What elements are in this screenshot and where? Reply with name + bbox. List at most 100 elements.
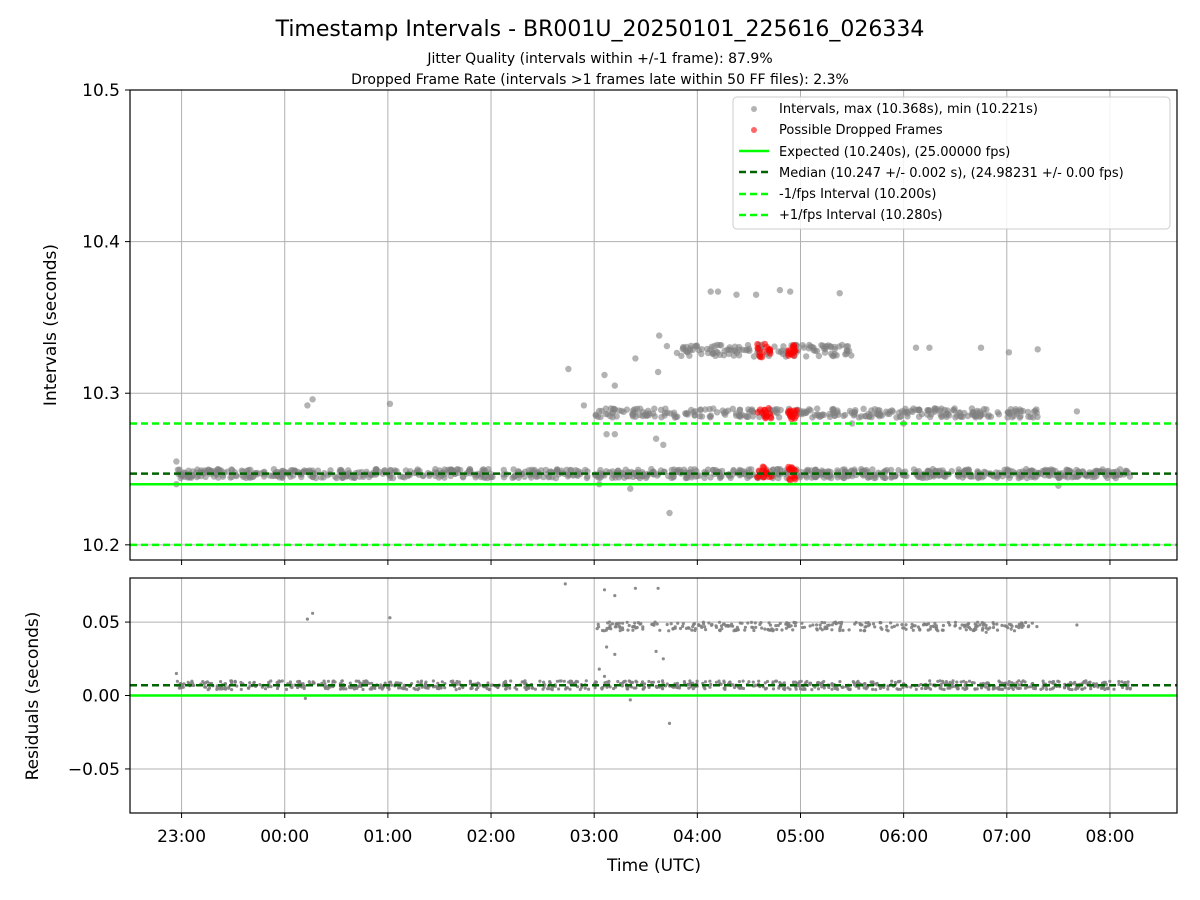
residuals-point bbox=[681, 624, 685, 629]
residuals-point bbox=[999, 687, 1004, 691]
residuals-point bbox=[725, 623, 729, 628]
intervals-point bbox=[706, 413, 713, 420]
intervals-point bbox=[540, 473, 547, 481]
intervals-outlier-point bbox=[926, 344, 933, 351]
intervals-point bbox=[1103, 468, 1110, 475]
dropped-frame-point bbox=[791, 348, 798, 356]
intervals-outlier-point bbox=[1005, 349, 1013, 356]
x-tick-label-2: 01:00 bbox=[363, 827, 412, 847]
intervals-point bbox=[593, 473, 601, 480]
intervals-outlier-point bbox=[848, 420, 856, 427]
residuals-point bbox=[651, 680, 656, 684]
intervals-point bbox=[800, 408, 807, 415]
residuals-point bbox=[469, 686, 473, 690]
residuals-point bbox=[827, 623, 831, 627]
intervals-point bbox=[602, 405, 610, 412]
intervals-point bbox=[691, 412, 698, 419]
residuals-point bbox=[177, 686, 181, 690]
intervals-point bbox=[720, 352, 728, 359]
x-tick-label-1: 00:00 bbox=[260, 827, 309, 847]
residuals-point bbox=[425, 686, 429, 690]
residuals-point bbox=[655, 622, 659, 626]
residuals-point bbox=[730, 622, 734, 626]
residuals-point bbox=[896, 687, 900, 692]
dropped-frame-point bbox=[760, 473, 767, 481]
intervals-outlier-point bbox=[912, 344, 920, 351]
intervals-point bbox=[651, 413, 658, 420]
intervals-point bbox=[799, 342, 806, 349]
residuals-point bbox=[763, 681, 767, 685]
intervals-outlier-point bbox=[603, 431, 610, 438]
residuals-point bbox=[1000, 681, 1004, 685]
residuals-outlier-point bbox=[613, 594, 617, 598]
intervals-point bbox=[542, 466, 550, 474]
residuals-point bbox=[284, 687, 289, 692]
residuals-point bbox=[653, 620, 657, 624]
intervals-point bbox=[636, 405, 644, 412]
residuals-point bbox=[901, 626, 905, 630]
residuals-point bbox=[654, 685, 659, 689]
residuals-point bbox=[583, 686, 587, 690]
intervals-y-tick-label-2: 10.4 bbox=[82, 233, 120, 253]
residuals-point bbox=[723, 686, 727, 690]
residuals-point bbox=[530, 686, 535, 690]
residuals-point bbox=[967, 679, 972, 683]
residuals-point bbox=[852, 683, 857, 687]
intervals-point bbox=[454, 466, 461, 473]
residuals-point bbox=[570, 679, 574, 683]
residuals-point bbox=[1112, 687, 1116, 691]
residuals-point bbox=[206, 688, 210, 692]
residuals-point bbox=[707, 621, 711, 625]
x-tick-label-7: 06:00 bbox=[879, 827, 928, 847]
intervals-outlier-point bbox=[632, 355, 639, 362]
intervals-point bbox=[774, 406, 781, 413]
intervals-point bbox=[662, 405, 669, 412]
intervals-point bbox=[710, 405, 717, 412]
residuals-point bbox=[973, 687, 977, 691]
residuals-point bbox=[423, 682, 428, 686]
intervals-point bbox=[549, 474, 556, 481]
intervals-point bbox=[609, 405, 617, 412]
residuals-point bbox=[901, 685, 905, 690]
dropped-frame-point bbox=[756, 352, 763, 360]
x-axis-label: Time (UTC) bbox=[606, 856, 701, 876]
residuals-point bbox=[661, 687, 665, 691]
residuals-point bbox=[620, 626, 625, 630]
intervals-point bbox=[995, 411, 1003, 418]
residuals-point bbox=[785, 621, 789, 625]
residuals-point bbox=[916, 625, 921, 629]
residuals-point bbox=[1023, 680, 1027, 684]
residuals-point bbox=[1010, 686, 1014, 690]
residuals-point bbox=[873, 625, 877, 629]
residuals-point bbox=[863, 625, 867, 629]
intervals-point bbox=[702, 406, 709, 413]
residuals-point bbox=[676, 686, 680, 690]
intervals-outlier-point bbox=[714, 288, 722, 295]
intervals-point bbox=[770, 466, 777, 473]
residuals-point bbox=[340, 679, 344, 683]
residuals-point bbox=[722, 680, 726, 685]
intervals-point bbox=[639, 412, 646, 420]
residuals-outlier-point bbox=[613, 652, 617, 657]
residuals-point bbox=[700, 625, 704, 630]
residuals-point bbox=[1023, 686, 1028, 690]
intervals-point bbox=[973, 409, 980, 416]
residuals-point bbox=[605, 685, 609, 689]
residuals-point bbox=[886, 687, 890, 691]
residuals-point bbox=[1035, 625, 1039, 629]
dropped-frame-point bbox=[788, 464, 796, 472]
intervals-outlier-point bbox=[173, 458, 180, 465]
residuals-point bbox=[897, 680, 901, 684]
residuals-point bbox=[775, 627, 779, 632]
residuals-point bbox=[370, 687, 374, 691]
residuals-point bbox=[767, 628, 771, 632]
intervals-point bbox=[488, 473, 495, 481]
residuals-point bbox=[616, 679, 620, 684]
residuals-point bbox=[830, 682, 834, 686]
intervals-point bbox=[878, 412, 886, 419]
residuals-point bbox=[950, 685, 955, 689]
intervals-point bbox=[881, 474, 889, 482]
x-tick-label-4: 03:00 bbox=[570, 827, 619, 847]
intervals-point bbox=[746, 408, 753, 416]
residuals-point bbox=[936, 679, 940, 684]
